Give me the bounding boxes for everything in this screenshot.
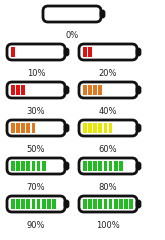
Text: 100%: 100% [96, 221, 120, 230]
Bar [11, 199, 15, 209]
FancyBboxPatch shape [79, 158, 137, 174]
Bar [11, 161, 15, 171]
Text: 0%: 0% [65, 31, 79, 40]
FancyBboxPatch shape [7, 44, 65, 60]
FancyBboxPatch shape [101, 11, 104, 17]
Bar [109, 123, 112, 133]
Bar [26, 161, 30, 171]
Bar [26, 123, 30, 133]
FancyBboxPatch shape [65, 87, 68, 93]
FancyBboxPatch shape [7, 158, 65, 174]
Bar [21, 161, 25, 171]
FancyBboxPatch shape [65, 163, 68, 169]
Bar [109, 161, 112, 171]
Bar [83, 161, 87, 171]
Bar [129, 199, 133, 209]
Bar [83, 199, 87, 209]
Bar [99, 85, 102, 95]
Bar [11, 47, 15, 57]
Bar [93, 123, 97, 133]
FancyBboxPatch shape [65, 201, 68, 207]
Bar [93, 161, 97, 171]
Bar [88, 85, 92, 95]
Bar [83, 47, 87, 57]
Bar [37, 161, 40, 171]
Bar [16, 123, 20, 133]
Bar [83, 123, 87, 133]
FancyBboxPatch shape [137, 201, 140, 207]
Text: 60%: 60% [99, 145, 117, 154]
Bar [16, 199, 20, 209]
Bar [21, 123, 25, 133]
Bar [119, 161, 123, 171]
Bar [104, 199, 107, 209]
Bar [104, 123, 107, 133]
FancyBboxPatch shape [7, 82, 65, 98]
Bar [99, 199, 102, 209]
FancyBboxPatch shape [137, 125, 140, 131]
FancyBboxPatch shape [43, 6, 101, 22]
Bar [21, 199, 25, 209]
Text: 40%: 40% [99, 107, 117, 116]
Bar [114, 161, 117, 171]
Bar [37, 199, 40, 209]
Bar [88, 47, 92, 57]
FancyBboxPatch shape [137, 163, 140, 169]
Bar [104, 161, 107, 171]
Bar [16, 161, 20, 171]
FancyBboxPatch shape [79, 120, 137, 136]
Bar [47, 199, 51, 209]
FancyBboxPatch shape [7, 120, 65, 136]
Text: 80%: 80% [99, 183, 117, 192]
FancyBboxPatch shape [79, 44, 137, 60]
Bar [83, 85, 87, 95]
Bar [119, 199, 123, 209]
Text: 20%: 20% [99, 69, 117, 78]
FancyBboxPatch shape [79, 82, 137, 98]
Bar [11, 85, 15, 95]
Bar [93, 199, 97, 209]
Bar [99, 161, 102, 171]
FancyBboxPatch shape [7, 196, 65, 212]
FancyBboxPatch shape [65, 49, 68, 55]
Bar [42, 199, 46, 209]
Text: 10%: 10% [27, 69, 45, 78]
Bar [32, 123, 35, 133]
Text: 70%: 70% [27, 183, 45, 192]
FancyBboxPatch shape [65, 125, 68, 131]
FancyBboxPatch shape [79, 196, 137, 212]
Text: 90%: 90% [27, 221, 45, 230]
Bar [114, 199, 117, 209]
FancyBboxPatch shape [137, 49, 140, 55]
Bar [109, 199, 112, 209]
Bar [11, 123, 15, 133]
Bar [26, 199, 30, 209]
Bar [93, 85, 97, 95]
Bar [88, 123, 92, 133]
Bar [52, 199, 56, 209]
Text: 50%: 50% [27, 145, 45, 154]
Bar [88, 161, 92, 171]
Bar [99, 123, 102, 133]
Bar [21, 85, 25, 95]
Bar [124, 199, 128, 209]
Bar [16, 85, 20, 95]
Bar [32, 161, 35, 171]
Bar [32, 199, 35, 209]
Text: 30%: 30% [27, 107, 45, 116]
Bar [88, 199, 92, 209]
FancyBboxPatch shape [137, 87, 140, 93]
Bar [42, 161, 46, 171]
